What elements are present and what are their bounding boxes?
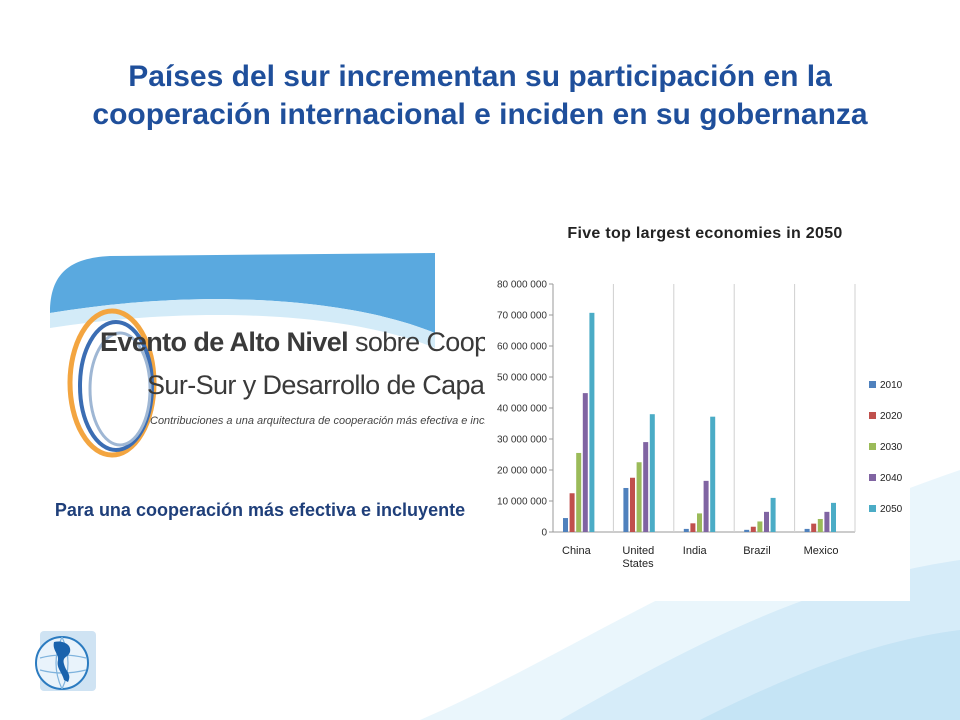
y-tick-label: 20 000 000 bbox=[497, 466, 547, 477]
bar-2020 bbox=[750, 526, 756, 532]
banner-subtitle: Contribuciones a una arquitectura de coo… bbox=[150, 415, 520, 427]
bar-2020 bbox=[690, 523, 696, 532]
slide-title: Países del sur incrementan su participac… bbox=[92, 60, 868, 131]
y-tick-label: 40 000 000 bbox=[497, 404, 547, 415]
x-tick-label: States bbox=[622, 558, 654, 570]
bar-2020 bbox=[569, 493, 575, 532]
bar-2020 bbox=[630, 477, 635, 532]
bar-2010 bbox=[623, 487, 629, 532]
y-tick-label: 70 000 000 bbox=[497, 311, 547, 322]
bar-2050 bbox=[649, 414, 655, 532]
bar-2030 bbox=[697, 513, 702, 532]
legend-swatch-2020 bbox=[869, 412, 876, 419]
bar-2040 bbox=[703, 480, 709, 532]
bar-2010 bbox=[563, 518, 568, 532]
x-tick-label: Brazil bbox=[743, 545, 771, 557]
x-tick-label: India bbox=[683, 545, 708, 557]
bar-chart: 0 10 000 000 20 000 000 30 000 000 40 000 00… bbox=[485, 264, 910, 601]
y-tick-label: 60 000 000 bbox=[497, 342, 547, 353]
y-tick-label: 50 000 000 bbox=[497, 373, 547, 384]
legend-label: 2010 bbox=[880, 380, 903, 391]
legend-swatch-2010 bbox=[869, 381, 876, 388]
y-tick-label: 30 000 000 bbox=[497, 435, 547, 446]
bar-2050 bbox=[770, 497, 776, 532]
x-tick-label: United bbox=[622, 545, 654, 557]
bar-2040 bbox=[582, 393, 588, 532]
chart-title: Five top largest economies in 2050 bbox=[567, 225, 843, 242]
bar-2030 bbox=[576, 452, 582, 532]
bar-2010 bbox=[804, 528, 810, 532]
legend-label: 2040 bbox=[880, 473, 903, 484]
globe-americas-icon bbox=[35, 631, 96, 691]
y-tick-label: 0 bbox=[541, 528, 547, 539]
legend-swatch-2050 bbox=[869, 505, 876, 512]
chart-background bbox=[485, 264, 910, 601]
y-tick-label: 80 000 000 bbox=[497, 280, 547, 291]
banner-title-bold: Evento de Alto Nivel bbox=[100, 327, 349, 357]
bar-2030 bbox=[757, 521, 763, 532]
bar-2040 bbox=[643, 442, 649, 532]
x-tick-label: Mexico bbox=[804, 545, 839, 557]
bar-2050 bbox=[589, 312, 595, 532]
bar-2030 bbox=[636, 462, 642, 532]
bar-2020 bbox=[811, 523, 817, 532]
bar-2030 bbox=[817, 518, 823, 532]
bar-2010 bbox=[744, 529, 750, 532]
slide-caption: Para una cooperación más efectiva e incl… bbox=[54, 500, 466, 520]
bar-2050 bbox=[710, 416, 716, 532]
bar-2040 bbox=[824, 511, 830, 532]
event-banner-graphic bbox=[50, 253, 435, 458]
legend-label: 2030 bbox=[880, 442, 903, 453]
legend-label: 2050 bbox=[880, 504, 903, 515]
bar-2050 bbox=[831, 502, 836, 532]
x-tick-label: China bbox=[562, 545, 592, 557]
legend-swatch-2030 bbox=[869, 443, 876, 450]
legend-swatch-2040 bbox=[869, 474, 876, 481]
bar-2010 bbox=[683, 528, 689, 532]
legend-label: 2020 bbox=[880, 411, 903, 422]
y-tick-label: 10 000 000 bbox=[497, 497, 547, 508]
bar-2040 bbox=[764, 511, 769, 532]
